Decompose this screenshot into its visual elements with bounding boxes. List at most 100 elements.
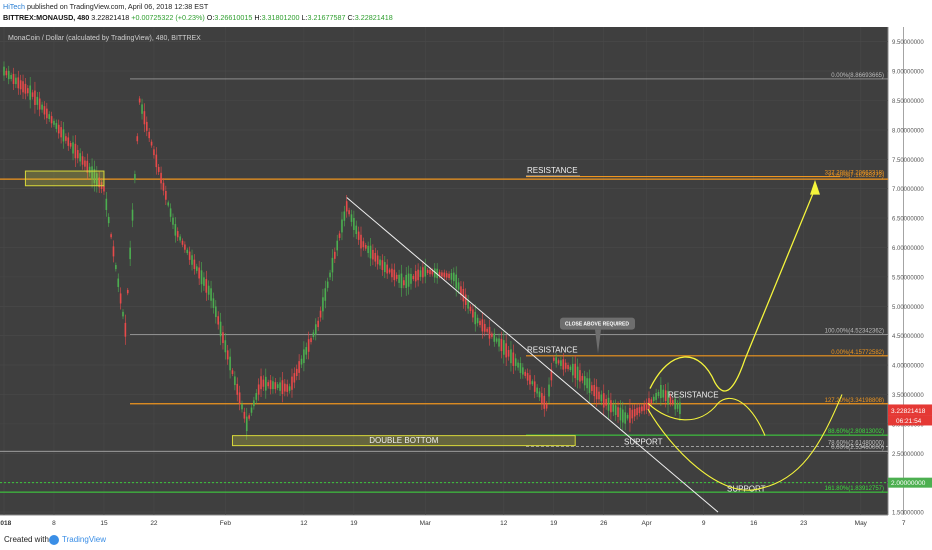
candle-body [469,306,472,312]
chart-area[interactable]: 9.50000000 9.00000000 8.50000000 8.00000000… [0,27,932,532]
candle-body [567,364,569,370]
candle-body [660,384,662,399]
candle-body [153,149,155,156]
candle-body [407,273,410,287]
candle-body [441,272,443,277]
chart-title: MonaCoin / Dollar (calculated by Trading… [8,35,201,42]
candle-body [462,288,465,302]
candle-body [279,382,281,391]
chart-header: HiTech published on TradingView.com, Apr… [0,0,932,26]
candle-body [300,358,303,365]
candle-body [193,259,196,270]
x-tick-label: 19 [350,520,358,527]
candle-body [117,278,120,287]
candle-body [579,370,581,382]
high-label: H: [254,13,262,22]
candle-body [424,265,427,277]
candle-body [131,209,134,221]
candle-body [417,269,419,281]
candle-body [295,368,298,376]
candle-body [629,407,631,423]
x-tick-label: 19 [550,520,558,527]
candle-body [267,382,269,387]
candle-body [531,381,534,385]
candle-body [510,349,512,364]
candle-body [493,333,496,342]
candle-body [543,395,546,409]
candle-body [312,332,315,337]
candle-body [43,106,46,115]
candle-body [376,255,379,265]
candle-body [150,141,153,146]
candle-body [514,358,517,366]
candle-body [562,359,565,370]
candle-body [664,390,667,402]
tradingview-brand[interactable]: TradingView [62,535,107,544]
candle-body [548,384,550,397]
candle-body [38,98,41,110]
candle-body [160,172,162,184]
candle-body [138,98,141,103]
candle-body [157,166,160,172]
candle-body [645,402,648,410]
candle-body [488,326,491,339]
candle-body [552,357,555,361]
candle-body [364,245,367,249]
candle-body [10,75,12,79]
candle-body [231,370,234,374]
candle-body [200,270,203,285]
candle-body [198,267,200,279]
candle-body [253,400,255,407]
candle-body [224,340,227,353]
candle-body [134,174,136,180]
publish-info: published on TradingView.com, April 06, … [26,2,209,11]
x-tick-label: 22 [150,520,158,527]
candle-body [674,398,676,410]
candle-body [476,317,479,324]
candle-body [526,373,529,381]
author-link[interactable]: HiTech [3,2,25,11]
candle-body [115,265,117,270]
candle-body [529,375,531,385]
candle-body [222,332,224,344]
candle-body [460,286,462,295]
candle-body [291,376,293,390]
candle-body [657,392,660,396]
candle-body [362,241,365,248]
candle-body [322,297,324,312]
change-value: +0.00725322 (+0.23%) [131,13,205,22]
candle-body [505,343,507,358]
candle-body [372,249,374,260]
candle-body [86,160,89,173]
candle-body [91,166,93,180]
candle-body [203,277,205,286]
candle-body [50,116,53,124]
candle-body [336,240,338,251]
candle-body [519,363,522,373]
price-chart[interactable]: 9.50000000 9.00000000 8.50000000 8.00000000… [0,27,932,532]
candle-body [533,381,536,392]
candle-body [538,391,541,398]
candle-body [481,319,484,332]
candle-body [169,208,172,217]
candle-body [60,127,62,138]
candle-body [81,156,84,165]
candle-body [79,153,81,162]
candle-body [391,268,393,278]
fib-level-label: 0.00%(4.15772582) [831,350,884,356]
candle-body [126,289,129,294]
candle-body [457,282,460,290]
candle-body [638,407,641,414]
fib-level-label: 0.00%(2.53460000) [831,445,884,451]
candle-body [284,383,286,392]
low-value: 3.21677587 [307,13,346,22]
candle-body [474,311,477,325]
y-tick-label: 7.50000000 [892,158,924,164]
candle-body [671,400,674,404]
resistance-low-label: RESISTANCE [668,390,719,399]
x-tick-label: Apr [642,520,653,527]
bearish-projection-path [647,394,843,491]
candle-body [414,271,417,282]
candle-body [274,382,277,390]
candle-body [433,268,436,278]
